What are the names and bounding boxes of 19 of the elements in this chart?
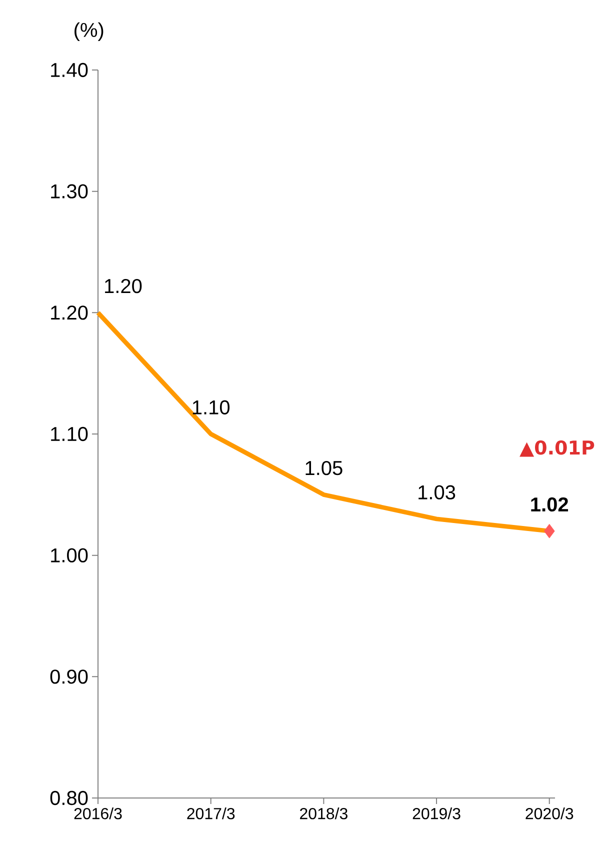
- data-label: 1.20: [105, 278, 142, 294]
- x-tick-label: 2019/3: [412, 808, 460, 820]
- y-tick-label: 1.10: [51, 426, 88, 442]
- annotation: ▲0.01P: [520, 440, 594, 457]
- y-tick-label: 1.40: [51, 62, 88, 78]
- data-label: 1.10: [192, 400, 230, 414]
- data-label: 1.02: [531, 497, 568, 512]
- y-tick-label: 1.00: [51, 548, 88, 562]
- x-tick-label: 2017/3: [187, 808, 235, 820]
- x-tick-label: 2018/3: [300, 808, 348, 820]
- y-tick-label: 1.30: [51, 184, 88, 198]
- y-axis-title: (%): [74, 22, 104, 41]
- x-tick-label: 2016/3: [74, 808, 122, 820]
- x-tick-label: 2020/3: [526, 808, 574, 820]
- data-label: 1.03: [418, 485, 456, 500]
- y-tick-label: 0.90: [50, 670, 88, 684]
- y-tick-label: 1.20: [51, 306, 88, 320]
- y-tick-label: 0.80: [50, 790, 88, 806]
- data-label: 1.05: [306, 460, 342, 476]
